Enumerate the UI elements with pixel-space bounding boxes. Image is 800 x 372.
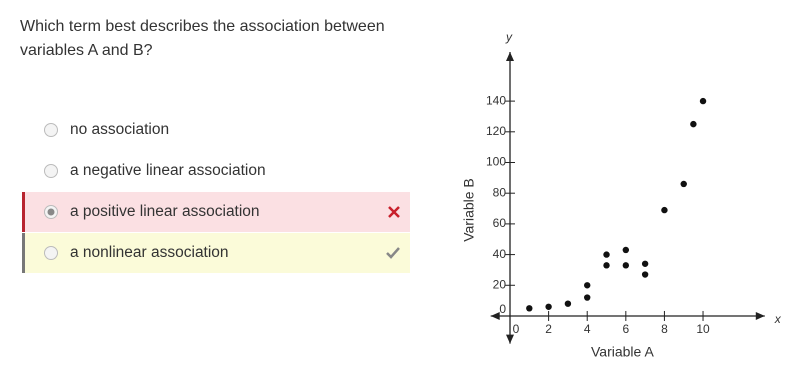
question: Which term best describes the associatio… <box>20 18 385 59</box>
option-label: a positive linear association <box>70 203 260 220</box>
point <box>603 262 610 269</box>
point <box>584 282 591 289</box>
radio[interactable] <box>43 163 59 179</box>
x-tick-label: 4 <box>584 322 591 336</box>
point <box>564 300 572 307</box>
x-tick-label: 2 <box>545 322 552 336</box>
check-icon <box>386 247 400 259</box>
wrong-icon <box>388 206 400 218</box>
answer-option[interactable]: a nonlinear association <box>22 233 410 273</box>
y-tick-label: 80 <box>493 185 507 199</box>
point <box>603 251 610 258</box>
answer-option[interactable]: no association <box>22 110 410 150</box>
x-tick-label: 10 <box>696 322 710 336</box>
y-tick-label: 20 <box>493 277 507 291</box>
point <box>699 97 707 105</box>
point <box>622 262 630 269</box>
option-label: a nonlinear association <box>70 244 229 261</box>
radio[interactable] <box>43 204 59 220</box>
y-axis-label: Variable B <box>461 178 477 242</box>
y-tick-label: 40 <box>493 247 507 261</box>
x-axis-label: Variable A <box>591 344 654 360</box>
x-tick-label: 6 <box>622 322 629 336</box>
answer-option[interactable]: a positive linear association <box>22 192 410 232</box>
point <box>641 271 649 278</box>
point <box>526 305 533 312</box>
answer-option[interactable]: a negative linear association <box>22 151 410 191</box>
point <box>680 180 687 188</box>
y-tick-label: 100 <box>486 155 506 169</box>
point <box>545 303 552 310</box>
y-tick-label: 60 <box>493 216 507 230</box>
radio[interactable] <box>43 122 59 138</box>
x-axis-symbol: x <box>774 312 782 326</box>
x-tick-label: 8 <box>661 322 668 336</box>
point <box>622 246 630 254</box>
point <box>641 260 649 267</box>
option-label: a negative linear association <box>70 162 266 179</box>
y-axis-symbol: y <box>505 30 513 44</box>
point <box>661 206 668 214</box>
y-tick-label: 0 <box>499 302 506 316</box>
y-tick-label: 120 <box>486 124 506 138</box>
y-tick-label: 140 <box>486 93 506 107</box>
point <box>690 120 697 128</box>
option-label: no association <box>70 121 170 138</box>
radio[interactable] <box>43 245 59 261</box>
x-tick-label: 0 <box>513 322 520 336</box>
point <box>584 294 591 301</box>
arrow <box>490 52 765 344</box>
